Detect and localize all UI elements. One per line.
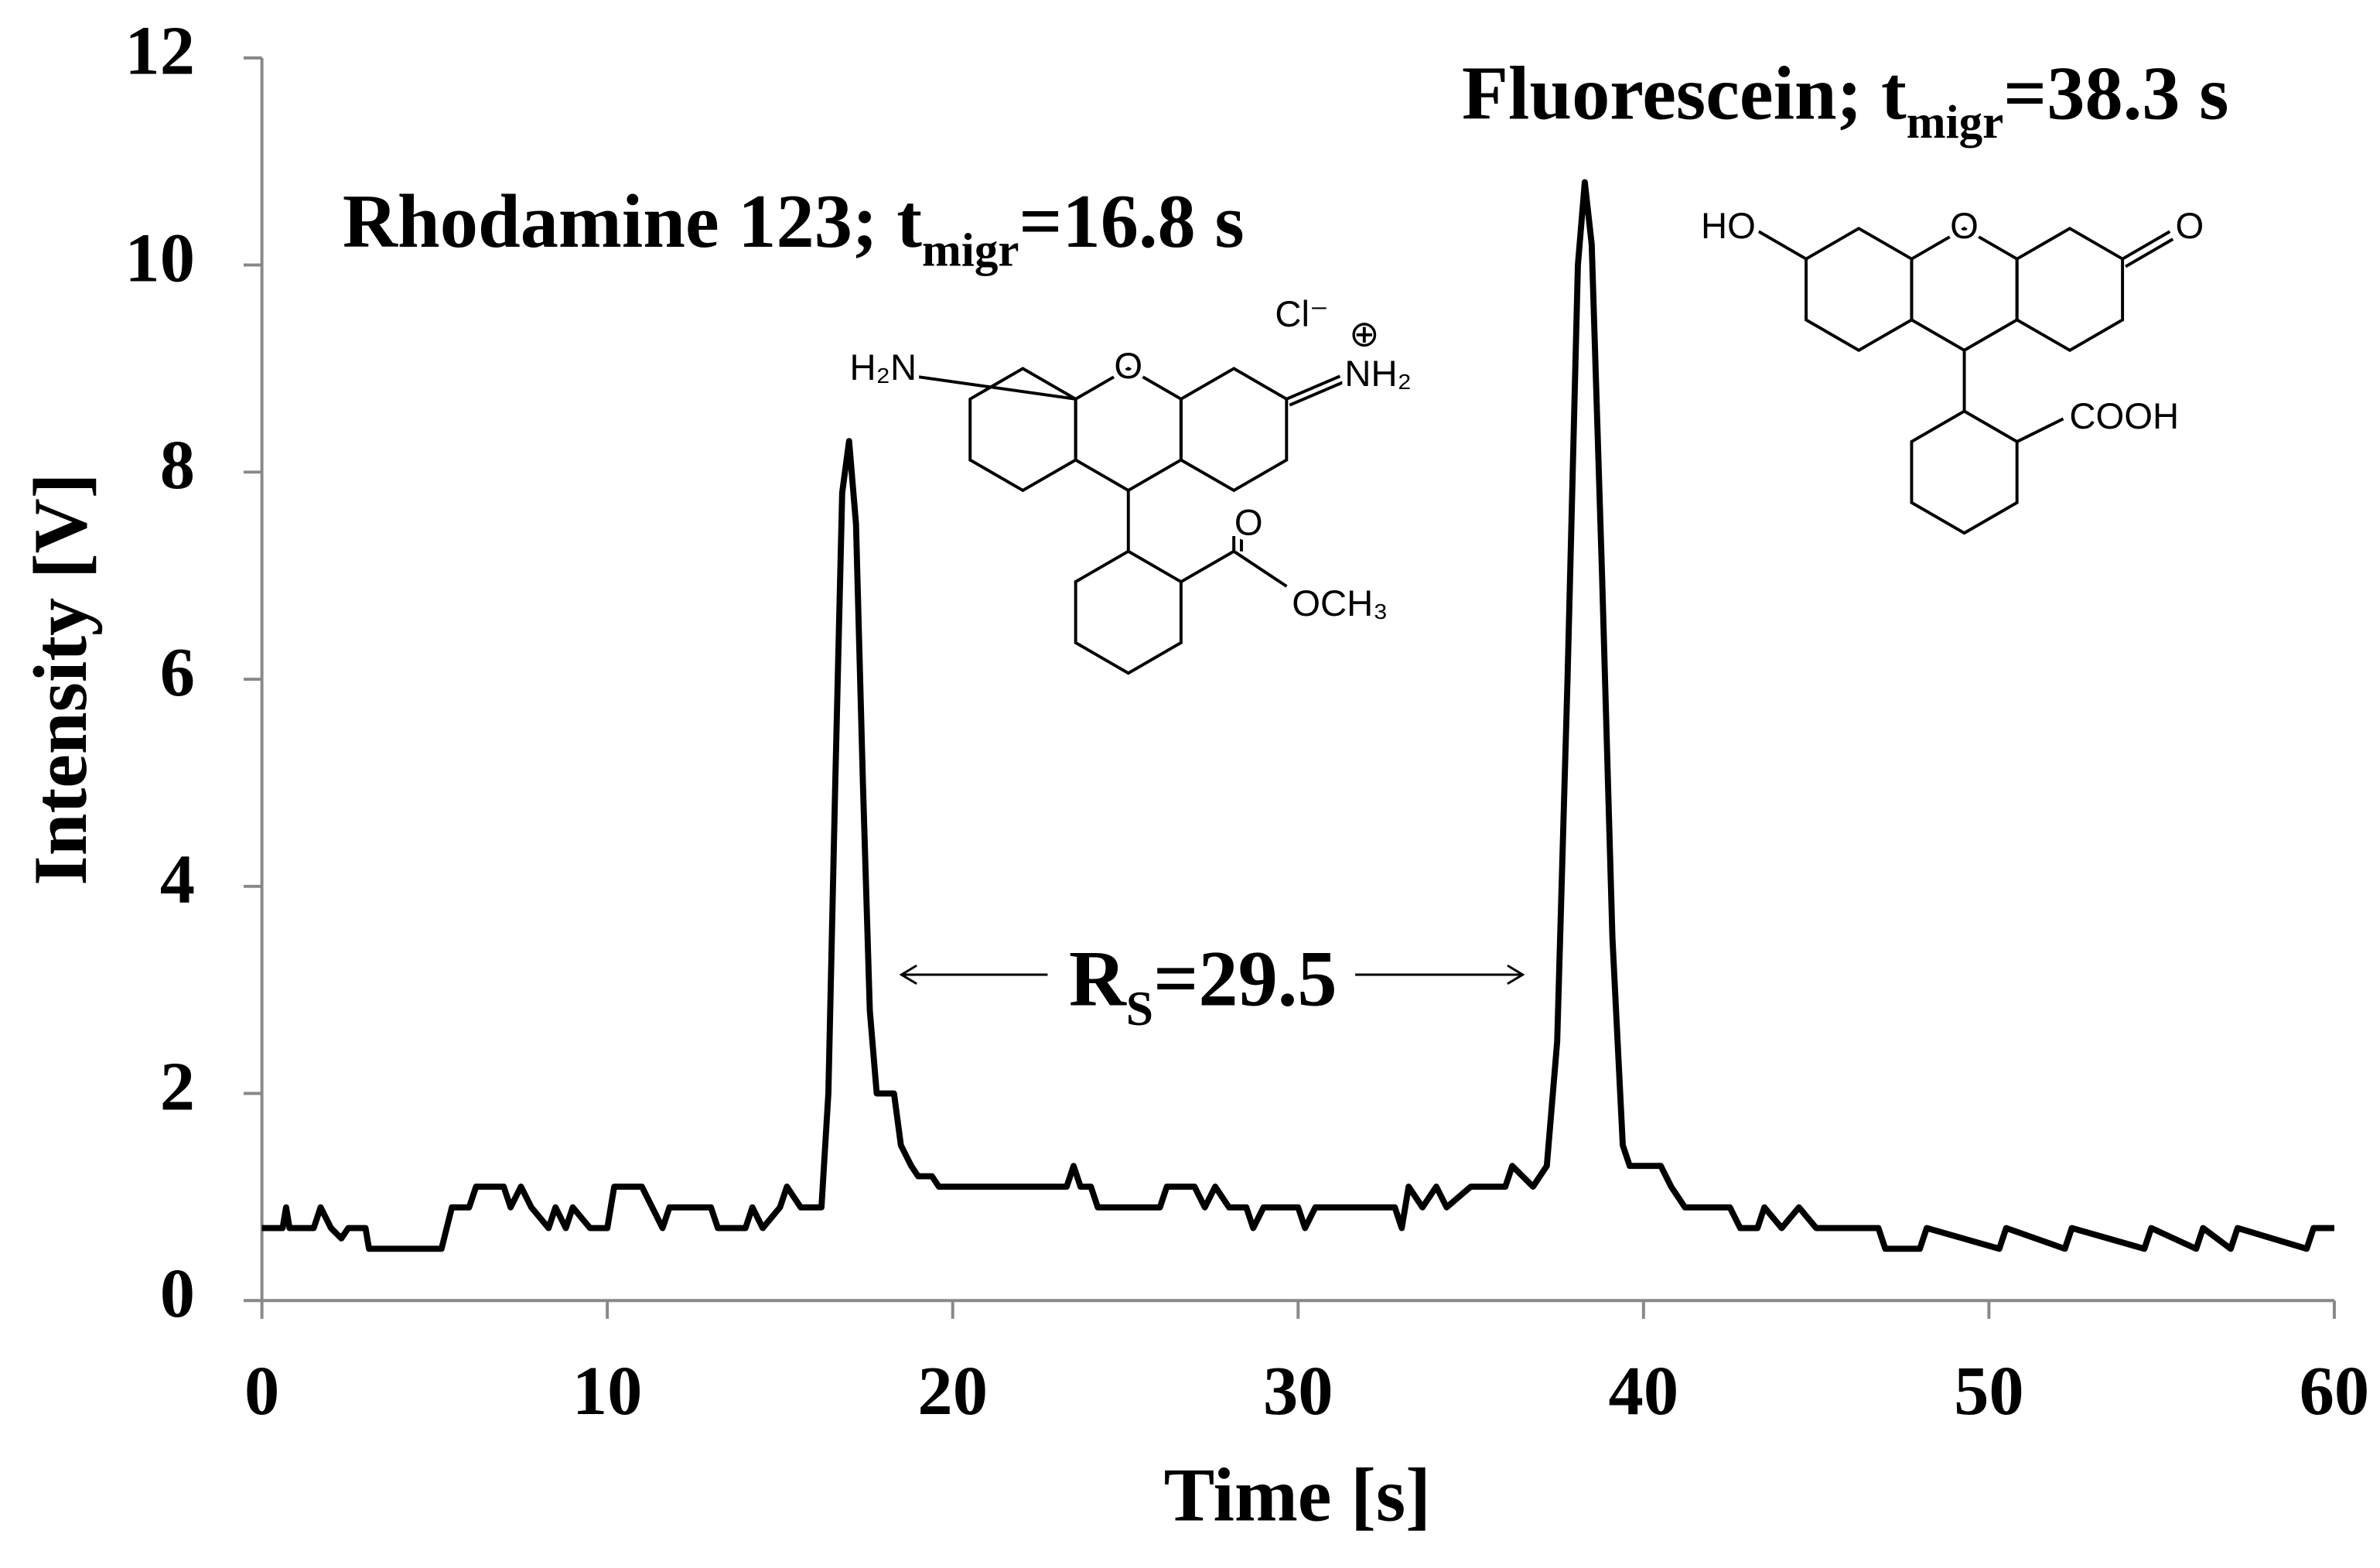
annotation-sub: S — [1126, 981, 1153, 1036]
x-axis-label: Time [s] — [1164, 1454, 1431, 1538]
structure-label: O — [1950, 206, 1979, 247]
y-tick-label: 8 — [160, 425, 195, 504]
annotation-sub: migr — [1907, 97, 2003, 149]
y-tick-label: 12 — [125, 12, 195, 90]
annotation-text: R — [1069, 935, 1127, 1023]
x-tick-label: 50 — [1954, 1351, 2024, 1430]
bond — [1757, 230, 2174, 443]
y-tick-label: 2 — [160, 1047, 195, 1125]
ring — [1074, 367, 1183, 493]
structure-label: COOH — [2069, 396, 2179, 437]
x-tick-label: 40 — [1609, 1351, 1679, 1430]
structure-label: O — [1234, 503, 1263, 544]
x-tick-label: 10 — [572, 1351, 643, 1430]
ring — [1910, 227, 2019, 353]
ring — [2015, 227, 2125, 353]
y-tick-label: 4 — [160, 840, 195, 918]
x-tick-label: 0 — [244, 1351, 279, 1430]
bond — [913, 374, 1344, 588]
annotation-tail: =38.3 s — [2003, 52, 2228, 136]
x-tick-label: 60 — [2300, 1351, 2370, 1430]
trace-line — [261, 179, 2334, 1252]
annotation: Rhodamine 123; tmigr=16.8 s — [343, 179, 1245, 277]
x-tick-label: 30 — [1263, 1351, 1333, 1430]
structure-label: O — [2176, 206, 2204, 247]
annotation: RS=29.5 — [1069, 935, 1337, 1036]
structure-label: NH₂ — [1344, 354, 1412, 395]
annotation-sub: migr — [922, 225, 1019, 277]
y-tick-label: 6 — [160, 633, 195, 711]
y-tick-label: 0 — [160, 1254, 195, 1332]
structure-label: O — [1114, 346, 1142, 387]
structure-label: ⊕ — [1349, 314, 1380, 355]
annotation-tail: =16.8 s — [1019, 179, 1244, 264]
x-tick-label: 20 — [917, 1351, 988, 1430]
structure-label: OCH₃ — [1292, 583, 1388, 624]
rs-arrow-left — [899, 964, 1048, 986]
ring — [1910, 409, 2019, 535]
structure-label: Cl⁻ — [1275, 294, 1329, 335]
ring — [1074, 549, 1183, 675]
ring — [1179, 367, 1289, 493]
annotation-text: Fluorescein; t — [1462, 52, 1907, 136]
structure-label: HO — [1701, 206, 1756, 247]
annotation: Fluorescein; tmigr=38.3 s — [1462, 52, 2229, 149]
rs-arrow-right — [1355, 964, 1525, 986]
ring — [1805, 227, 1914, 353]
structures — [913, 227, 2174, 675]
structure-label: H₂N — [850, 347, 917, 388]
annotation-tail: =29.5 — [1153, 935, 1337, 1023]
y-axis-label: Intensity [V] — [19, 473, 103, 886]
annotation-text: Rhodamine 123; t — [343, 179, 922, 264]
y-tick-label: 10 — [125, 218, 195, 296]
